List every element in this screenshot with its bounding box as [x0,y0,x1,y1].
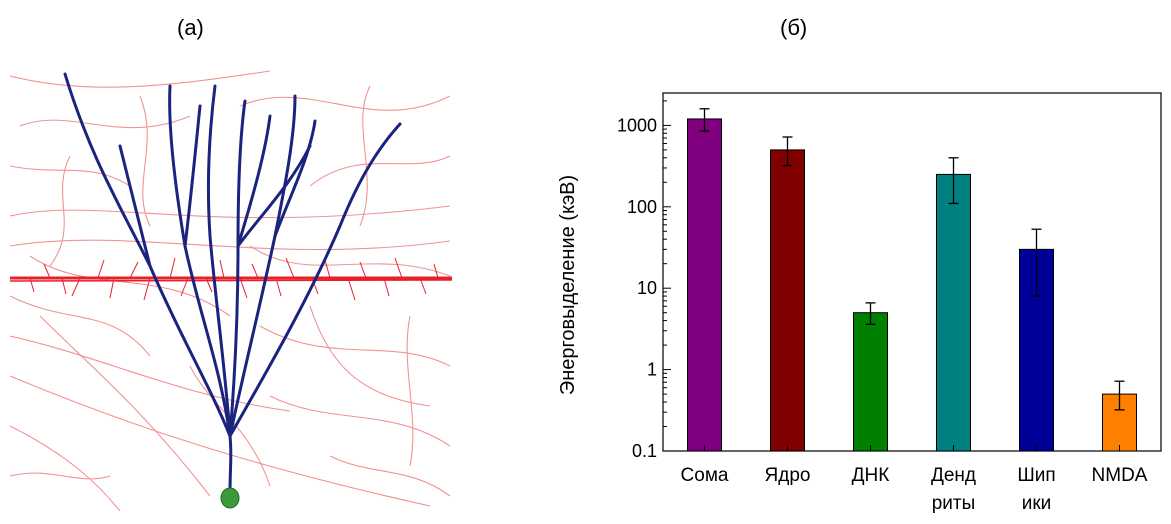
neuron-image [10,70,452,511]
axon-fibers [10,70,451,511]
bar-2 [853,312,888,452]
y-tick-label: 1000 [617,115,657,135]
x-tick-label-line: ДНК [852,465,890,486]
neuron-illustration [10,66,452,511]
y-tick-label: 100 [627,197,657,217]
bar-1 [770,149,805,452]
x-tick-label: Денд риты [931,465,976,514]
panel-b-label: (б) [780,15,808,40]
plot-area: 0.1 1 10 100 1000 Сома Ядро ДНК Денд риты Шип ики NM… [617,92,1162,514]
bar-chart: Энерговыделение (кэВ) 0.1 1 10 100 1000 Сома Я… [557,92,1162,514]
x-tick-label: ДНК [852,465,890,486]
x-tick-label-line: Сома [681,465,729,486]
x-tick-label: NMDA [1092,465,1148,486]
x-tick-label-line: Денд [931,465,976,486]
plot-frame [662,92,1162,452]
y-tick-label: 1 [647,360,657,380]
y-axis-title: Энерговыделение (кэВ) [557,175,579,395]
y-tick-label: 0.1 [632,441,657,461]
x-tick-label-line: Ядро [765,465,811,486]
x-tick-label-line: NMDA [1092,465,1148,486]
axon-band [10,257,452,301]
x-tick-label: Ядро [765,465,811,486]
x-tick-label: Сома [681,465,729,486]
energy-deposition-chart: Энерговыделение (кэВ) 0.1 1 10 100 1000 Сома Я… [540,60,1171,519]
panel-a-label: (a) [177,15,204,40]
soma-marker [220,487,240,509]
bar-0 [687,118,722,452]
x-tick-label-line: Шип [1017,465,1055,486]
x-tick-label: Шип ики [1017,465,1055,514]
y-axis-title-group: Энерговыделение (кэВ) [557,175,579,395]
dendrite-tree [63,72,402,496]
y-tick-label: 10 [637,278,657,298]
x-tick-label-line: ики [1022,493,1052,514]
x-tick-label-line: риты [932,493,976,514]
bar-3 [936,173,971,452]
